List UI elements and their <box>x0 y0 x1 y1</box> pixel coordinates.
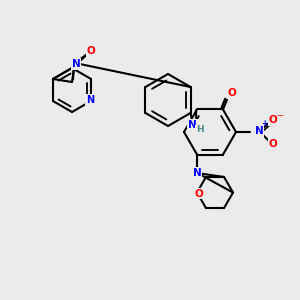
Text: N: N <box>255 126 263 136</box>
Text: N: N <box>193 167 201 178</box>
Text: H: H <box>196 125 203 134</box>
Text: N: N <box>72 59 80 69</box>
Text: N: N <box>188 120 197 130</box>
Text: N: N <box>86 95 94 105</box>
Text: O: O <box>195 188 203 199</box>
Text: −: − <box>277 112 284 121</box>
Text: O: O <box>228 88 236 98</box>
Text: +: + <box>261 119 267 128</box>
Text: O: O <box>268 139 278 149</box>
Text: O: O <box>87 46 95 56</box>
Text: O: O <box>268 115 278 125</box>
